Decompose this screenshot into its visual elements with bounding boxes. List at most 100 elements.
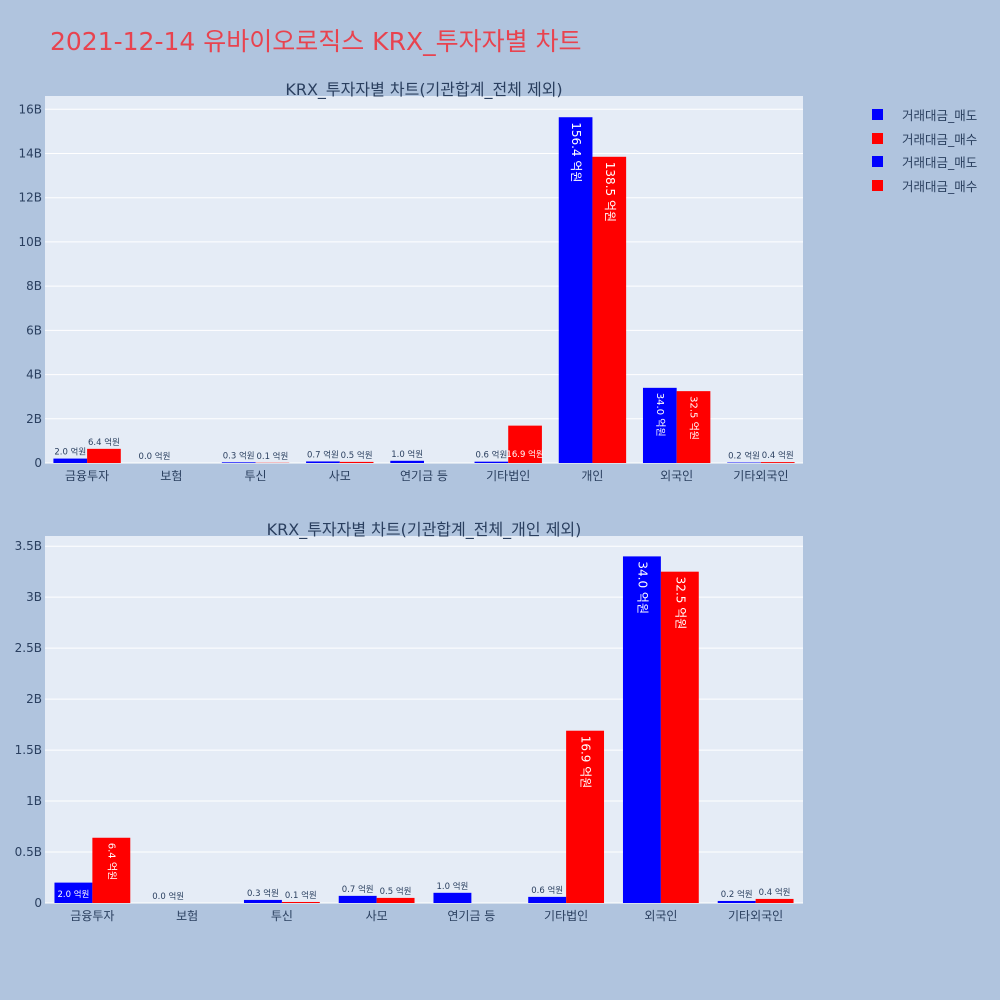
y-tick-label: 16B bbox=[18, 102, 42, 116]
x-tick-label: 보험 bbox=[176, 909, 198, 923]
legend: 거래대금_매도 거래대금_매수 거래대금_매도 거래대금_매수 bbox=[872, 103, 977, 197]
bar-buy bbox=[760, 462, 795, 463]
data-label: 0.0 억원 bbox=[139, 451, 171, 462]
bar-sell bbox=[53, 458, 88, 463]
data-label: 0.2 억원 bbox=[728, 451, 760, 462]
bar-sell bbox=[433, 892, 472, 903]
data-label: 0.6 억원 bbox=[475, 450, 507, 461]
bar-sell bbox=[528, 896, 567, 903]
legend-label: 거래대금_매수 bbox=[902, 178, 978, 194]
y-tick-label: 14B bbox=[18, 146, 42, 160]
data-label: 0.1 억원 bbox=[285, 890, 317, 901]
legend-label: 거래대금_매도 bbox=[902, 155, 978, 171]
bar-sell bbox=[622, 556, 661, 903]
data-label: 156.4 억원 bbox=[569, 122, 583, 182]
bar-sell bbox=[642, 387, 677, 463]
legend-swatch bbox=[872, 156, 883, 168]
x-tick-label: 투신 bbox=[245, 469, 267, 483]
bar-buy bbox=[92, 837, 131, 903]
bar-sell bbox=[306, 461, 340, 463]
bar-sell bbox=[338, 895, 377, 903]
x-tick-label: 기타법인 bbox=[486, 469, 530, 483]
y-tick-label: 2.5B bbox=[15, 641, 42, 655]
data-label: 1.0 억원 bbox=[436, 881, 468, 892]
data-label: 16.9 억원 bbox=[506, 449, 543, 460]
legend-label: 거래대금_매수 bbox=[902, 131, 978, 147]
bar-buy bbox=[755, 898, 794, 903]
y-tick-label: 1B bbox=[26, 794, 42, 808]
legend-label: 거래대금_매도 bbox=[902, 108, 978, 124]
data-label: 32.5 억원 bbox=[688, 396, 700, 440]
bar-buy bbox=[376, 897, 415, 903]
bar-buy bbox=[281, 901, 320, 903]
bar-sell bbox=[243, 899, 282, 903]
bar-sell bbox=[558, 117, 593, 464]
data-label: 0.5 억원 bbox=[380, 886, 412, 897]
chart-title: KRX_투자자별 차트(기관합계_전체_개인 제외) bbox=[267, 520, 582, 540]
bar-sell bbox=[474, 461, 509, 463]
data-label: 0.3 억원 bbox=[247, 888, 279, 899]
y-tick-label: 1.5B bbox=[15, 743, 42, 757]
bar-sell bbox=[390, 460, 424, 463]
y-tick-label: 0 bbox=[34, 456, 42, 470]
x-tick-label: 개인 bbox=[581, 469, 603, 483]
data-label: 0.4 억원 bbox=[759, 887, 791, 898]
x-tick-label: 연기금 등 bbox=[400, 469, 448, 483]
x-tick-label: 금융투자 bbox=[65, 469, 109, 483]
data-label: 0.7 억원 bbox=[342, 884, 374, 895]
bar-buy bbox=[508, 425, 542, 463]
bar-chart-bottom: 0 0.5B 1B 1.5B 2B 2.5B 3B 3.5B KRX_투자자별 차트(기관합계_… bbox=[15, 520, 803, 923]
data-label: 16.9 억원 bbox=[579, 736, 593, 789]
x-tick-label: 금융투자 bbox=[70, 909, 114, 923]
y-tick-label: 2B bbox=[26, 412, 42, 426]
data-label: 0.6 억원 bbox=[531, 885, 563, 896]
y-tick-label: 12B bbox=[18, 191, 42, 205]
data-label: 0.1 억원 bbox=[256, 451, 288, 462]
data-label: 0.7 억원 bbox=[307, 449, 339, 460]
y-tick-label: 0.5B bbox=[15, 845, 42, 859]
data-label: 0.2 억원 bbox=[721, 889, 753, 900]
data-label: 34.0 억원 bbox=[654, 393, 666, 437]
legend-item[interactable]: 거래대금_매도 bbox=[872, 103, 977, 127]
bar-buy bbox=[87, 448, 121, 463]
data-label: 6.4 억원 bbox=[88, 437, 120, 448]
y-tick-label: 3.5B bbox=[15, 539, 42, 553]
chart-title: KRX_투자자별 차트(기관합계_전체 제외) bbox=[285, 80, 562, 100]
page-title: 2021-12-14 유바이오로직스 KRX_투자자별 차트 bbox=[50, 27, 582, 56]
bar-buy bbox=[566, 730, 605, 903]
data-label: 0.5 억원 bbox=[341, 450, 373, 461]
x-tick-label: 기타법인 bbox=[544, 909, 588, 923]
y-tick-label: 10B bbox=[18, 235, 42, 249]
data-label: 1.0 억원 bbox=[391, 449, 423, 460]
x-tick-label: 사모 bbox=[366, 909, 388, 923]
data-label: 138.5 억원 bbox=[603, 162, 617, 222]
legend-item[interactable]: 거래대금_매수 bbox=[872, 174, 977, 198]
data-label: 34.0 억원 bbox=[635, 561, 649, 614]
data-label: 32.5 억원 bbox=[673, 577, 687, 630]
y-tick-label: 8B bbox=[26, 279, 42, 293]
legend-swatch bbox=[872, 179, 883, 191]
data-label: 6.4 억원 bbox=[105, 843, 117, 880]
x-tick-label: 연기금 등 bbox=[447, 909, 495, 923]
data-label: 2.0 억원 bbox=[54, 447, 86, 458]
y-tick-label: 6B bbox=[26, 323, 42, 337]
y-tick-label: 3B bbox=[26, 590, 42, 604]
bar-buy bbox=[592, 156, 627, 463]
y-tick-label: 2B bbox=[26, 692, 42, 706]
y-tick-label: 0 bbox=[34, 896, 42, 910]
legend-item[interactable]: 거래대금_매수 bbox=[872, 127, 977, 151]
x-tick-label: 사모 bbox=[329, 469, 351, 483]
x-tick-label: 외국인 bbox=[660, 469, 693, 483]
legend-item[interactable]: 거래대금_매도 bbox=[872, 150, 977, 174]
x-tick-label: 기타외국인 bbox=[728, 909, 783, 923]
bar-buy bbox=[660, 571, 699, 903]
x-tick-label: 투신 bbox=[271, 909, 293, 923]
data-label: 0.4 억원 bbox=[762, 450, 794, 461]
bar-chart-top: 0 2B 4B 6B 8B 10B 12B 14B 16B KRX_투자자별 차트(기관합계_전체… bbox=[18, 80, 803, 483]
y-tick-label: 4B bbox=[26, 368, 42, 382]
bar-sell bbox=[221, 462, 256, 463]
x-tick-label: 기타외국인 bbox=[733, 469, 788, 483]
x-tick-label: 보험 bbox=[160, 469, 182, 483]
x-tick-label: 외국인 bbox=[644, 909, 677, 923]
legend-swatch bbox=[872, 132, 883, 144]
